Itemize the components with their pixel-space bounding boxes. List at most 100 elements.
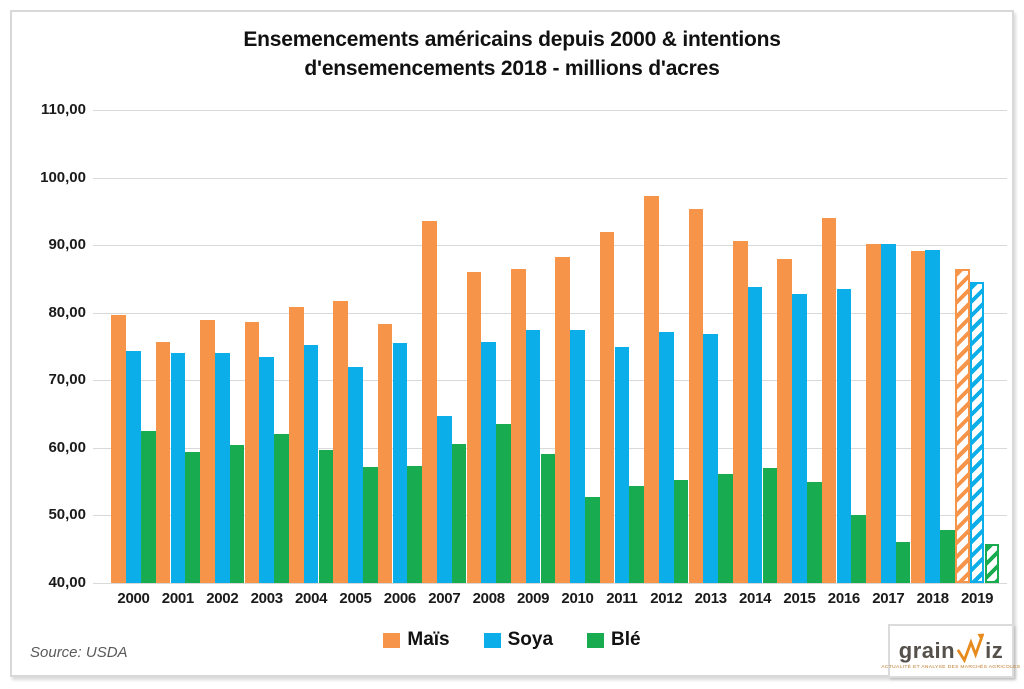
bar-mais-2000 bbox=[111, 315, 127, 583]
x-axis-tick-label-2014: 2014 bbox=[739, 590, 772, 607]
y-axis-tick-label: 100,00 bbox=[40, 168, 86, 186]
x-axis-tick-label-2004: 2004 bbox=[295, 590, 328, 607]
grainwiz-logo-wordmark: grain iz bbox=[899, 633, 1004, 663]
x-axis-tick-label-2001: 2001 bbox=[161, 590, 194, 607]
bar-mais-2003 bbox=[244, 322, 260, 583]
bar-mais-2005 bbox=[333, 300, 349, 583]
bar-mais-2016 bbox=[821, 218, 837, 583]
bar-ble-2013 bbox=[718, 473, 733, 583]
bar-ble-2017 bbox=[895, 542, 911, 583]
x-axis-tick-label-2009: 2009 bbox=[517, 590, 550, 607]
x-axis-tick-label-2003: 2003 bbox=[250, 590, 283, 607]
y-axis-tick-label: 60,00 bbox=[48, 438, 86, 456]
bar-soya-2008 bbox=[481, 341, 497, 583]
y-axis-tick-label: 110,00 bbox=[40, 101, 86, 118]
bar-mais-2007 bbox=[422, 221, 437, 583]
bar-mais-2004 bbox=[288, 306, 304, 583]
bar-mais-2015 bbox=[777, 258, 793, 583]
legend-label-soya: Soya bbox=[507, 629, 554, 650]
bar-soya-2004 bbox=[303, 345, 319, 583]
source-note: Source: USDA bbox=[30, 644, 128, 661]
bar-ble-2019 bbox=[984, 543, 1000, 583]
grainwiz-logo: grain iz ACTUALITÉ ET ANALYSE DES MARCHÉ… bbox=[881, 624, 1020, 678]
x-axis-tick-label-2015: 2015 bbox=[783, 590, 816, 607]
bar-mais-2001 bbox=[155, 341, 171, 583]
bar-soya-2003 bbox=[259, 357, 275, 583]
bar-mais-2014 bbox=[732, 241, 748, 583]
bar-soya-2012 bbox=[658, 331, 674, 583]
legend-swatch-mais bbox=[383, 632, 401, 648]
bar-ble-2007 bbox=[451, 444, 467, 583]
bar-soya-2001 bbox=[170, 352, 186, 583]
y-axis-tick-label: 40,00 bbox=[48, 574, 86, 591]
bar-mais-2011 bbox=[599, 232, 615, 583]
legend-item-mais: Maïs bbox=[383, 629, 450, 651]
bar-ble-2014 bbox=[762, 468, 778, 583]
x-axis-tick-label-2019: 2019 bbox=[961, 590, 994, 607]
bar-soya-2006 bbox=[392, 343, 408, 583]
gridline-100 bbox=[93, 177, 1007, 179]
bar-ble-2016 bbox=[851, 514, 867, 583]
gridline-90 bbox=[93, 245, 1007, 247]
legend-swatch-ble bbox=[587, 632, 605, 648]
gridline-70 bbox=[93, 380, 1007, 382]
x-axis-tick-label-2016: 2016 bbox=[827, 590, 860, 607]
bar-mais-2009 bbox=[510, 269, 526, 583]
bar-ble-2002 bbox=[229, 445, 245, 583]
legend-swatch-soya bbox=[483, 632, 501, 648]
legend-label-mais: Maïs bbox=[407, 629, 450, 650]
chart-title: Ensemencements américains depuis 2000 & … bbox=[0, 25, 1024, 83]
bar-mais-2006 bbox=[377, 324, 393, 583]
bar-ble-2000 bbox=[140, 430, 156, 583]
bar-ble-2009 bbox=[540, 453, 556, 583]
x-axis-tick-label-2006: 2006 bbox=[383, 590, 416, 607]
bar-soya-2019 bbox=[969, 282, 985, 583]
bar-ble-2010 bbox=[584, 497, 600, 583]
chart-title-line1: Ensemencements américains depuis 2000 & … bbox=[243, 28, 781, 51]
bar-mais-2018 bbox=[910, 250, 926, 583]
logo-tagline: ACTUALITÉ ET ANALYSE DES MARCHÉS AGRICOL… bbox=[881, 664, 1021, 669]
bar-mais-2002 bbox=[200, 320, 215, 583]
x-axis-tick-label-2012: 2012 bbox=[650, 590, 683, 607]
bar-mais-2008 bbox=[466, 272, 482, 583]
x-axis-tick-label-2017: 2017 bbox=[872, 590, 905, 607]
legend: Maïs Soya Blé bbox=[0, 629, 1024, 651]
bar-mais-2012 bbox=[644, 196, 659, 583]
gridline-40 bbox=[93, 583, 1007, 584]
bar-soya-2007 bbox=[436, 416, 452, 583]
bar-mais-2019 bbox=[954, 268, 970, 583]
x-axis-tick-label-2018: 2018 bbox=[916, 590, 949, 607]
x-axis-tick-label-2005: 2005 bbox=[339, 590, 372, 607]
x-axis-tick-label-2010: 2010 bbox=[561, 590, 594, 607]
bar-soya-2005 bbox=[348, 366, 363, 583]
x-axis-tick-label-2008: 2008 bbox=[472, 590, 505, 607]
bar-soya-2000 bbox=[126, 351, 141, 583]
bar-ble-2018 bbox=[940, 530, 955, 583]
gridline-80 bbox=[93, 312, 1007, 314]
y-axis-tick-label: 70,00 bbox=[48, 371, 86, 389]
x-axis-tick-label-2007: 2007 bbox=[428, 590, 461, 607]
legend-label-ble: Blé bbox=[611, 629, 641, 650]
x-axis-tick-label-2011: 2011 bbox=[606, 590, 638, 607]
bar-soya-2002 bbox=[214, 353, 230, 583]
y-axis-tick-label: 80,00 bbox=[48, 303, 86, 321]
bar-ble-2012 bbox=[673, 479, 689, 583]
bar-soya-2014 bbox=[747, 287, 763, 583]
bar-soya-2017 bbox=[880, 244, 896, 583]
bar-ble-2005 bbox=[362, 466, 378, 583]
bar-ble-2008 bbox=[496, 424, 511, 583]
zigzag-arrow-icon bbox=[956, 633, 985, 663]
bar-ble-2015 bbox=[806, 481, 822, 583]
bar-ble-2001 bbox=[185, 451, 201, 583]
bar-mais-2013 bbox=[688, 208, 704, 583]
bar-soya-2015 bbox=[792, 294, 807, 583]
legend-item-ble: Blé bbox=[587, 629, 641, 651]
gridline-60 bbox=[93, 447, 1007, 449]
x-axis-tick-label-2013: 2013 bbox=[694, 590, 727, 607]
chart-title-line2: d'ensemencements 2018 - millions d'acres bbox=[304, 57, 720, 80]
bar-ble-2011 bbox=[629, 485, 645, 583]
gridline-110 bbox=[93, 110, 1007, 111]
bar-soya-2009 bbox=[525, 329, 541, 583]
logo-text-iz: iz bbox=[985, 637, 1004, 663]
